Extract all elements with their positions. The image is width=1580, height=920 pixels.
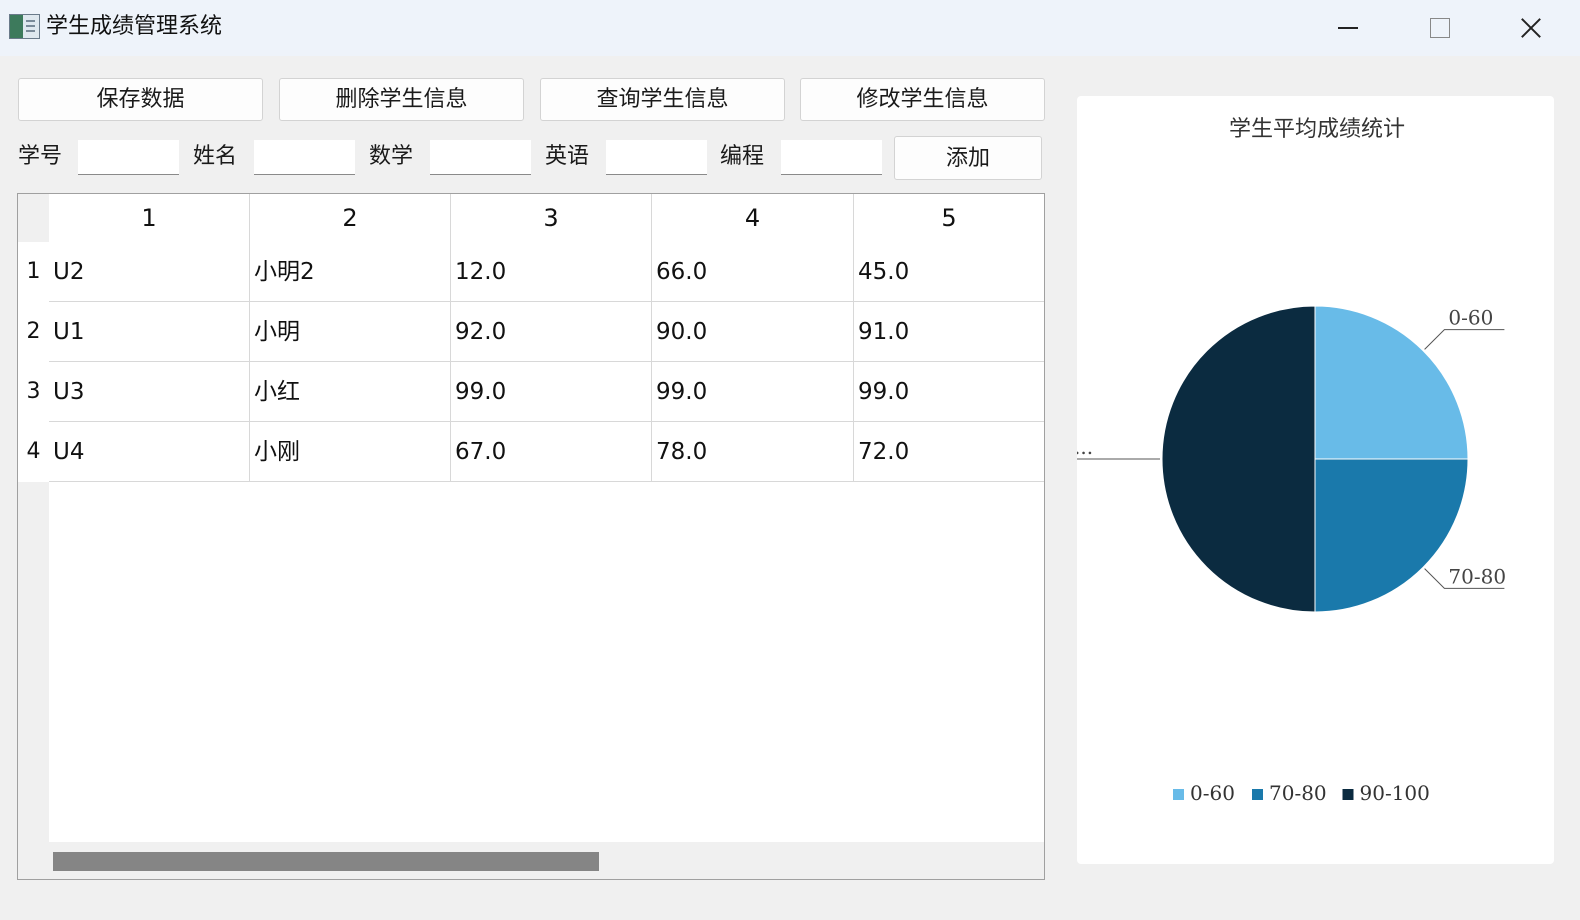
table-cell[interactable]: 45.0 <box>854 242 1044 302</box>
table-cell[interactable]: 66.0 <box>652 242 854 302</box>
slice-label: 70-80 <box>1448 564 1506 588</box>
table-cell[interactable]: 90.0 <box>652 302 854 362</box>
table-cell[interactable]: U1 <box>49 302 250 362</box>
table-cell[interactable]: 12.0 <box>451 242 652 302</box>
table-cell[interactable]: 91.0 <box>854 302 1044 362</box>
legend-item-label: 0-60 <box>1190 781 1235 805</box>
name-label: 姓名 <box>193 144 238 169</box>
table-cell[interactable]: 小红 <box>250 362 451 422</box>
column-header-5[interactable]: 5 <box>854 194 1044 242</box>
column-header-1[interactable]: 1 <box>49 194 250 242</box>
delete-student-button[interactable]: 删除学生信息 <box>279 78 524 121</box>
pie-slice-0-60 <box>1314 305 1469 460</box>
programming-label: 编程 <box>720 144 765 169</box>
horizontal-scrollbar[interactable] <box>18 842 1044 879</box>
programming-input[interactable] <box>781 140 882 175</box>
table-cell[interactable]: U3 <box>49 362 250 422</box>
maximize-button[interactable] <box>1406 0 1470 56</box>
legend-swatch <box>1252 789 1263 800</box>
chart-panel: 学生平均成绩统计 0-60 70-80... 0-60 70-80 90-100 <box>1077 96 1554 864</box>
slice-callout-line <box>1424 568 1505 589</box>
pie-slice-90-100 <box>1161 305 1316 613</box>
table-cell[interactable]: U2 <box>49 242 250 302</box>
table-cell[interactable]: 67.0 <box>451 422 652 482</box>
english-label: 英语 <box>545 144 590 169</box>
chart-title: 学生平均成绩统计 <box>1229 117 1405 142</box>
slice-callout-line <box>1424 329 1505 350</box>
table-cell[interactable]: 99.0 <box>652 362 854 422</box>
table-cell[interactable]: 92.0 <box>451 302 652 362</box>
student-table[interactable]: 1 2 3 4 5 1 U2 小明2 12.0 66.0 45.0 2 U1 小… <box>17 193 1045 880</box>
row-header-4[interactable]: 4 <box>18 422 49 482</box>
table-cell[interactable]: 72.0 <box>854 422 1044 482</box>
table-cell[interactable]: U4 <box>49 422 250 482</box>
table-cell[interactable]: 99.0 <box>451 362 652 422</box>
legend-item-label: 90-100 <box>1360 781 1430 805</box>
spreadsheet-app-icon <box>9 14 40 39</box>
title-bar: 学生成绩管理系统 <box>0 0 1580 56</box>
legend-swatch <box>1342 789 1354 800</box>
math-label: 数学 <box>369 144 414 169</box>
modify-student-button[interactable]: 修改学生信息 <box>800 78 1045 121</box>
slice-label: ... <box>1077 435 1093 459</box>
minimize-button[interactable] <box>1316 0 1380 56</box>
row-header-1[interactable]: 1 <box>18 242 49 302</box>
name-input[interactable] <box>254 140 355 175</box>
table-cell[interactable]: 小刚 <box>250 422 451 482</box>
column-header-4[interactable]: 4 <box>652 194 854 242</box>
column-header-2[interactable]: 2 <box>250 194 451 242</box>
english-input[interactable] <box>606 140 707 175</box>
math-input[interactable] <box>430 140 531 175</box>
table-cell[interactable]: 小明2 <box>250 242 451 302</box>
window-title: 学生成绩管理系统 <box>46 14 223 39</box>
row-header-3[interactable]: 3 <box>18 362 49 422</box>
pie-slice-70-80 <box>1314 458 1469 613</box>
close-button[interactable] <box>1498 0 1562 56</box>
query-student-button[interactable]: 查询学生信息 <box>540 78 785 121</box>
table-cell[interactable]: 78.0 <box>652 422 854 482</box>
table-cell[interactable]: 小明 <box>250 302 451 362</box>
table-corner[interactable] <box>18 194 49 242</box>
student-id-label: 学号 <box>18 144 63 169</box>
save-data-button[interactable]: 保存数据 <box>18 78 263 121</box>
legend-swatch <box>1173 789 1184 800</box>
add-button[interactable]: 添加 <box>894 136 1042 180</box>
pie-chart: 学生平均成绩统计 0-60 70-80... 0-60 70-80 90-100 <box>1077 117 1506 805</box>
row-header-2[interactable]: 2 <box>18 302 49 362</box>
legend-item-label: 70-80 <box>1269 781 1327 805</box>
column-header-3[interactable]: 3 <box>451 194 652 242</box>
student-id-input[interactable] <box>78 140 179 175</box>
slice-label: 0-60 <box>1448 306 1493 330</box>
table-cell[interactable]: 99.0 <box>854 362 1044 422</box>
scrollbar-thumb[interactable] <box>53 852 599 871</box>
